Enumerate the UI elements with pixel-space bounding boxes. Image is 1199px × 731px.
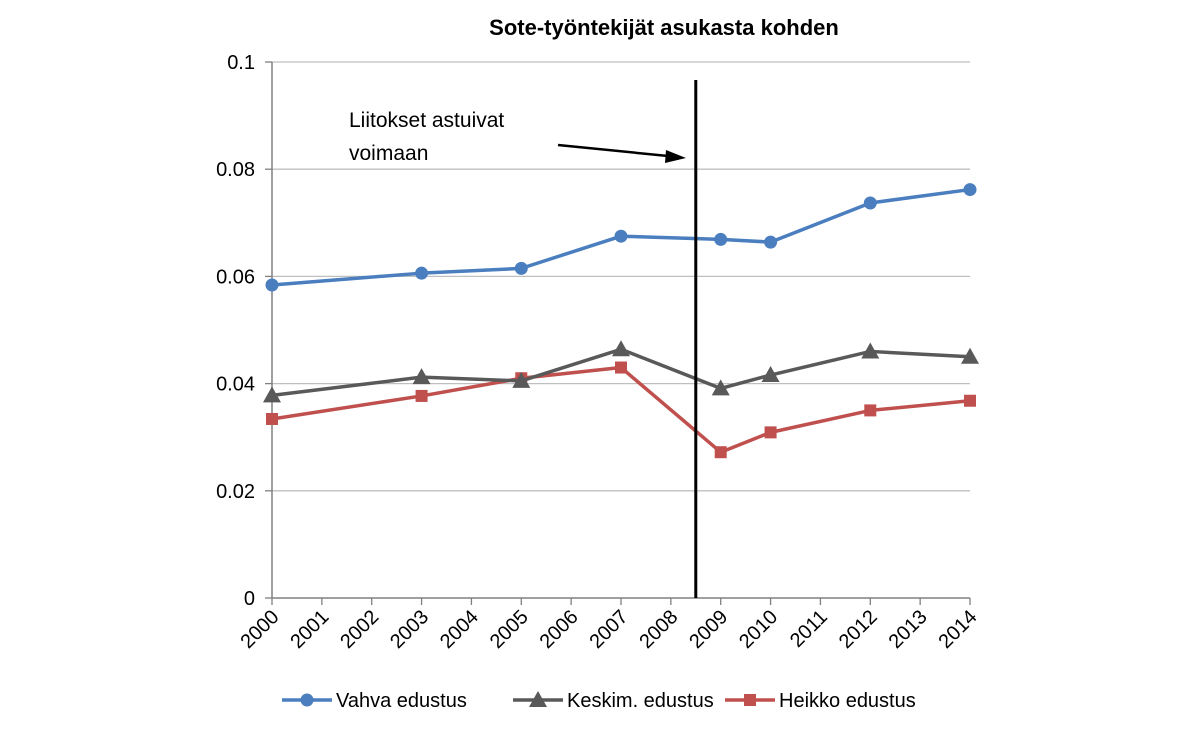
x-tick-label: 2002 [336,606,383,653]
data-point [263,386,281,403]
series-group [263,183,979,459]
data-point [764,235,778,249]
data-point [412,368,431,385]
legend: Vahva edustus Keskim. edustus Heikko edust… [282,690,916,712]
data-point [961,347,979,364]
data-point [863,196,877,210]
legend-item: Vahva edustus [282,690,467,712]
legend-label: Keskim. edustus [567,690,714,712]
x-tick-label: 2004 [436,606,483,653]
legend-marker [300,693,314,707]
x-tick-label: 2010 [735,606,782,653]
legend-item: Heikko edustus [725,690,916,712]
x-tick-label: 2003 [386,606,433,653]
data-point [265,278,279,292]
legend-label: Vahva edustus [336,690,467,712]
data-point [512,371,531,388]
series-triangle [263,340,979,403]
x-tick-label: 2013 [885,606,932,653]
data-point [415,389,428,402]
x-tick-label: 2014 [935,606,982,653]
data-point [612,340,630,357]
data-point [514,261,528,275]
legend-item: Keskim. edustus [513,690,714,712]
annotation: Liitokset astuivat voimaan [349,109,686,165]
data-point [764,426,777,439]
y-tick-label: 0 [244,588,255,610]
legend-marker [744,694,756,706]
data-point [964,394,976,407]
data-point [614,229,628,243]
legend-label: Heikko edustus [779,690,916,712]
data-point [266,412,278,425]
series-line [271,347,971,398]
data-point [864,404,877,417]
series-line [271,365,971,454]
data-point [963,183,977,197]
x-tick-label: 2009 [685,606,732,653]
y-axis-ticks: 0 0.02 0.04 0.06 0.08 0.1 [216,52,272,610]
data-point [714,232,728,246]
x-tick-label: 2001 [286,606,333,653]
x-tick-label: 2007 [586,606,633,653]
chart-title: Sote-työntekijät asukasta kohden [489,15,839,40]
series-circle [265,183,977,292]
series-square [266,361,976,459]
annotation-line-2: voimaan [349,142,428,165]
x-tick-label: 2008 [635,606,682,653]
annotation-arrow-shaft [557,143,669,158]
x-tick-label: 2006 [536,606,583,653]
x-tick-label: 2011 [786,606,832,652]
series-line [271,187,971,287]
x-tick-label: 2012 [835,606,882,653]
x-tick-label: 2000 [237,606,284,653]
y-tick-label: 0.04 [216,374,255,396]
data-point [615,361,627,374]
legend-marker [529,691,547,707]
y-tick-label: 0.02 [216,481,255,503]
y-tick-label: 0.08 [216,159,255,181]
x-tick-label: 2005 [486,606,533,653]
x-axis-ticks: 2000 2001 2002 2003 2004 2005 2006 2007 2008 2009… [237,598,982,653]
y-tick-label: 0.1 [227,52,255,74]
data-point [711,379,730,396]
y-tick-label: 0.06 [216,266,255,288]
annotation-arrow-head [665,150,686,163]
data-point [415,266,429,280]
data-point [714,446,727,459]
annotation-line-1: Liitokset astuivat [349,109,504,132]
data-point [761,366,780,383]
data-point [861,342,880,359]
